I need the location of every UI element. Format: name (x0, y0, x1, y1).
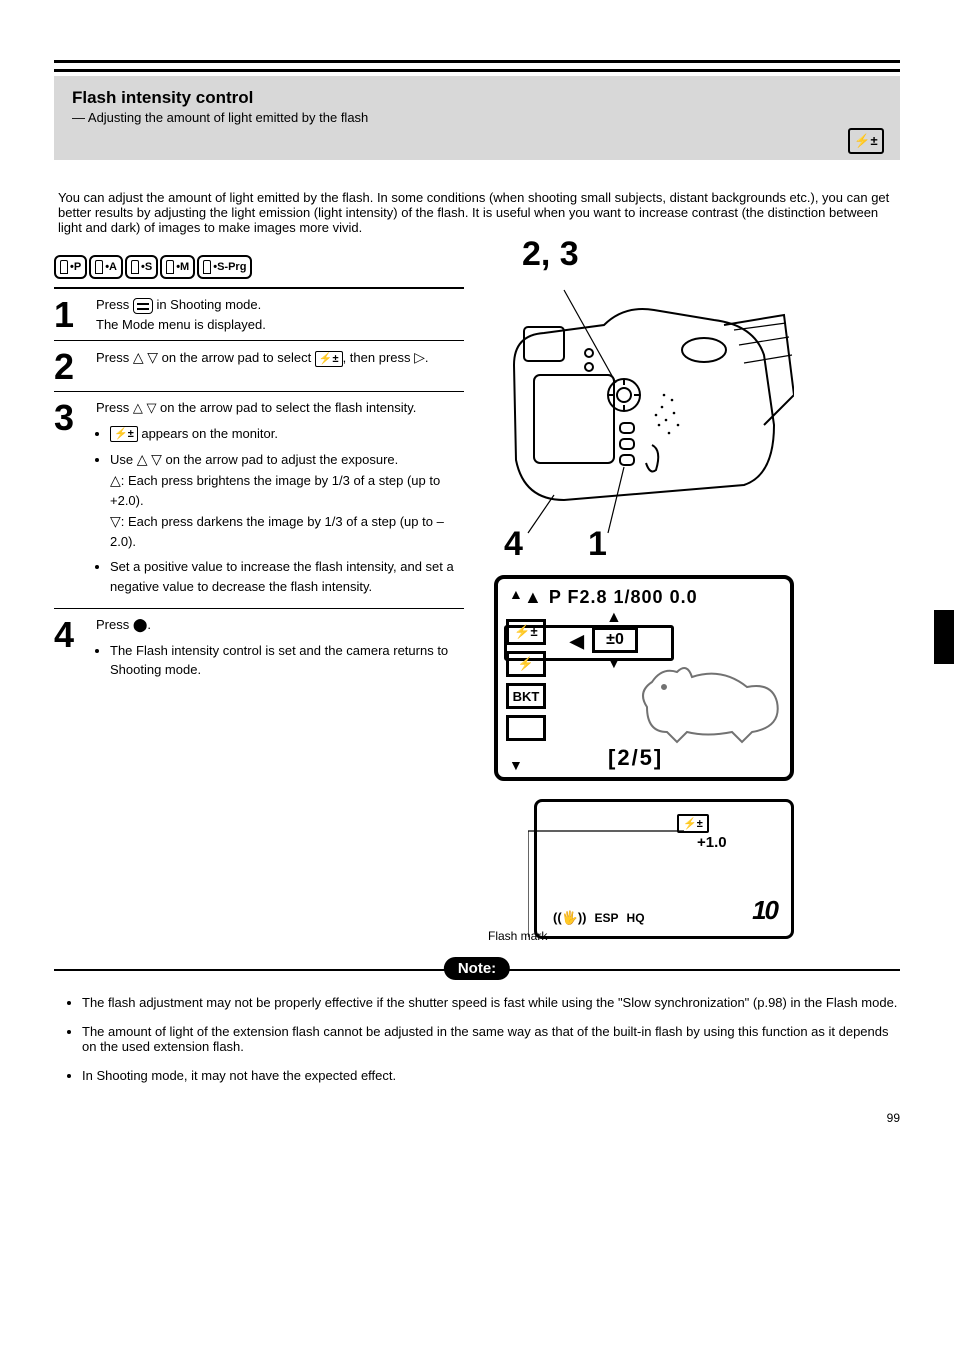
step-number: 1 (54, 295, 84, 334)
mode-pill: •M (160, 255, 195, 279)
menu-icon (133, 298, 153, 314)
header-band: Flash intensity control — Adjusting the … (54, 76, 900, 160)
lcd-preview: ▲ ▲ P F2.8 1/800 0.0 ⚡± ⚡ BKT ▲ ◀ ±0 ▼ (494, 575, 794, 781)
mode-pill: •S-Prg (197, 255, 252, 279)
flash-pm-icon: ⚡± (315, 351, 343, 367)
flash-control-icon: ⚡± (848, 128, 884, 154)
up-indicator-icon: ▲ (509, 586, 523, 602)
arrow-up-icon: ▲ (606, 609, 622, 627)
lcd-top-row: ▲ P F2.8 1/800 0.0 (524, 587, 782, 608)
note-section: Note: The flash adjustment may not be pr… (54, 969, 900, 1083)
note-item: The flash adjustment may not be properly… (82, 995, 900, 1010)
dog-silhouette-icon (632, 637, 782, 747)
note-item: The amount of light of the extension fla… (82, 1024, 900, 1054)
note-label: Note: (444, 957, 510, 980)
mode-pill: •P (54, 255, 87, 279)
section-tab (934, 610, 954, 664)
arrow-down-icon: ▼ (606, 655, 622, 673)
step-body: Press △ ▽ on the arrow pad to select the… (96, 398, 464, 602)
callout: 2, 3 (522, 235, 579, 274)
lcd-icon: ⚡ (506, 651, 546, 677)
step-number: 3 (54, 398, 84, 602)
mode-pill: •A (89, 255, 123, 279)
step-body: Press in Shooting mode. The Mode menu is… (96, 295, 464, 334)
step-number: 2 (54, 347, 84, 385)
camera-illustration: 2, 3 4 1 (484, 255, 900, 575)
lcd-icon: ⚡± (506, 619, 546, 645)
mode-pill: •S (125, 255, 158, 279)
lcd-page-count: [2/5] (608, 745, 663, 771)
down-indicator-icon: ▼ (509, 757, 523, 773)
mode-pills: •P •A •S •M •S-Prg (54, 255, 464, 279)
flash-pm-icon: ⚡± (110, 426, 138, 442)
battery-count: 10 (752, 895, 777, 926)
intro-text: You can adjust the amount of light emitt… (58, 190, 900, 235)
page-title: Flash intensity control — Adjusting the … (72, 88, 368, 125)
camera-svg (494, 275, 794, 535)
note-item: In Shooting mode, it may not have the ex… (82, 1068, 900, 1083)
top-rule (54, 60, 900, 72)
flash-value: +1.0 (697, 834, 727, 851)
step-body: Press △ ▽ on the arrow pad to select ⚡±,… (96, 347, 464, 385)
step-body: Press ⬤. The Flash intensity control is … (96, 615, 464, 686)
page-number: 99 (887, 1111, 900, 1125)
lcd-icon: BKT (506, 683, 546, 709)
lcd-icon (506, 715, 546, 741)
steps-table: 1 Press in Shooting mode. The Mode menu … (54, 287, 464, 692)
step-number: 4 (54, 615, 84, 686)
arrow-left-icon: ◀ (570, 631, 584, 652)
callout-line (528, 821, 688, 941)
